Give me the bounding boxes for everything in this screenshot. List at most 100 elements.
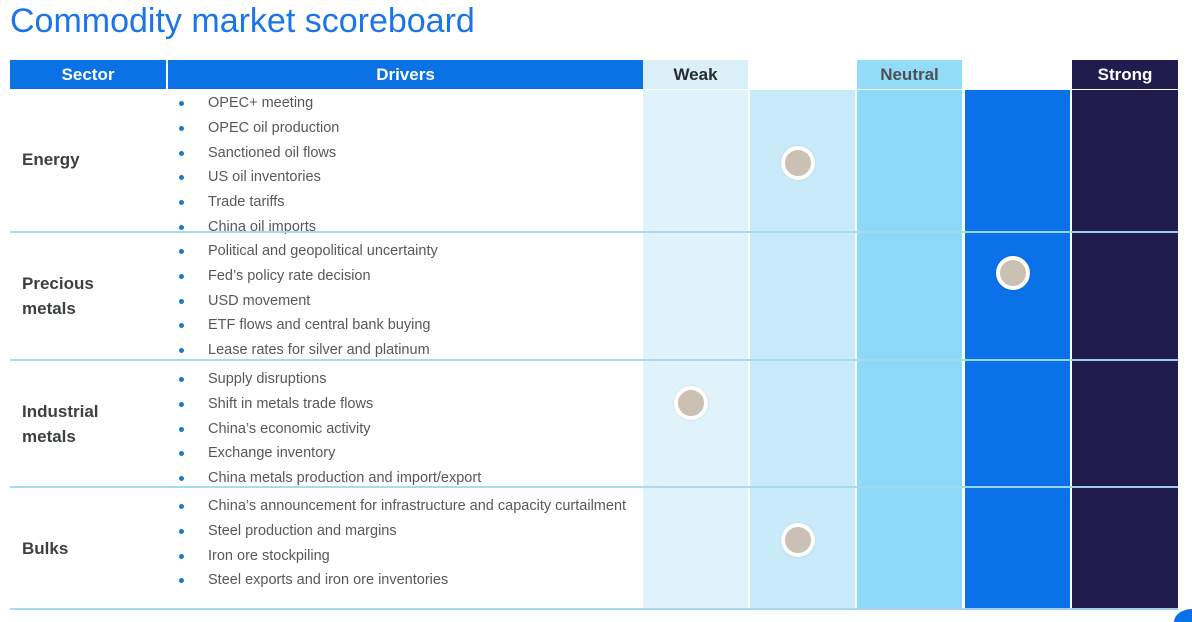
drivers-cell: China’s announcement for infrastructure … <box>168 488 643 608</box>
bullet-icon <box>179 578 184 584</box>
drivers-list: China’s announcement for infrastructure … <box>168 488 643 593</box>
driver-item: USD movement <box>168 289 643 314</box>
sector-cell: Energy <box>10 88 168 231</box>
rating-marker <box>674 386 708 420</box>
driver-text: USD movement <box>208 292 311 309</box>
driver-text: OPEC oil production <box>208 119 340 136</box>
bullet-icon <box>179 553 184 559</box>
sector-label: Precious metals <box>22 274 94 318</box>
scale-column-4 <box>965 90 1070 610</box>
sector-cell: Industrial metals <box>10 361 168 486</box>
driver-item: OPEC oil production <box>168 116 643 141</box>
driver-text: Exchange inventory <box>208 445 336 462</box>
bullet-icon <box>179 348 184 354</box>
driver-text: Supply disruptions <box>208 371 327 387</box>
scale-column-1 <box>643 90 748 610</box>
driver-item: China’s economic activity <box>168 417 643 442</box>
driver-item: Steel exports and iron ore inventories <box>168 568 643 593</box>
header-neutral: Neutral <box>857 60 962 89</box>
table-row-energy: Energy OPEC+ meeting OPEC oil production… <box>10 88 643 235</box>
corner-wedge-decoration <box>1174 609 1192 622</box>
sector-label: Bulks <box>22 538 69 558</box>
driver-text: OPEC+ meeting <box>208 95 314 111</box>
bullet-icon <box>179 426 184 432</box>
bullet-icon <box>179 451 184 457</box>
driver-item: Steel production and margins <box>168 519 643 544</box>
bullet-icon <box>179 150 184 156</box>
bullet-icon <box>179 323 184 329</box>
rating-marker <box>781 146 815 180</box>
rating-marker <box>996 256 1030 290</box>
header-sector: Sector <box>10 60 166 89</box>
sector-cell: Precious metals <box>10 233 168 359</box>
driver-text: Trade tariffs <box>208 194 285 211</box>
driver-text: China metals production and import/expor… <box>208 470 482 487</box>
driver-item: China’s announcement for infrastructure … <box>168 494 643 519</box>
bullet-icon <box>179 504 184 509</box>
drivers-list: Political and geopolitical uncertainty F… <box>168 233 643 363</box>
driver-item: OPEC+ meeting <box>168 91 643 116</box>
bullet-icon <box>179 273 184 279</box>
driver-text: Iron ore stockpiling <box>208 547 330 564</box>
sector-label: Energy <box>22 150 80 169</box>
driver-text: Steel production and margins <box>208 522 397 539</box>
table-row-industrial-metals: Industrial metals Supply disruptions Shi… <box>10 361 643 486</box>
driver-text: Political and geopolitical uncertainty <box>208 243 438 259</box>
driver-text: Sanctioned oil flows <box>208 144 337 161</box>
table-bottom-border <box>10 608 1178 610</box>
driver-item: Political and geopolitical uncertainty <box>168 239 643 264</box>
rating-marker <box>781 523 815 557</box>
table-row-precious-metals: Precious metals Political and geopolitic… <box>10 233 643 359</box>
driver-text: China’s economic activity <box>208 420 371 437</box>
bullet-icon <box>179 401 184 407</box>
header-drivers: Drivers <box>168 60 643 89</box>
driver-item: ETF flows and central bank buying <box>168 313 643 338</box>
driver-item: China metals production and import/expor… <box>168 466 643 491</box>
driver-item: Supply disruptions <box>168 367 643 392</box>
bullet-icon <box>179 249 184 254</box>
driver-text: ETF flows and central bank buying <box>208 317 431 334</box>
driver-text: China oil imports <box>208 218 316 235</box>
scale-column-5 <box>1072 90 1178 610</box>
header-strong: Strong <box>1072 60 1178 89</box>
row-divider <box>10 359 1178 361</box>
bullet-icon <box>179 528 184 534</box>
drivers-cell: OPEC+ meeting OPEC oil production Sancti… <box>168 88 643 235</box>
header-weak: Weak <box>643 60 748 89</box>
driver-text: Fed’s policy rate decision <box>208 267 371 284</box>
sector-label: Industrial metals <box>22 401 99 446</box>
driver-item: Exchange inventory <box>168 441 643 466</box>
bullet-icon <box>179 224 184 230</box>
driver-item: Lease rates for silver and platinum <box>168 338 643 363</box>
driver-text: Lease rates for silver and platinum <box>208 342 430 359</box>
drivers-list: OPEC+ meeting OPEC oil production Sancti… <box>168 88 643 240</box>
driver-item: China oil imports <box>168 215 643 240</box>
bullet-icon <box>179 476 184 482</box>
bullet-icon <box>179 298 184 304</box>
driver-text: Steel exports and iron ore inventories <box>208 572 449 589</box>
page-title: Commodity market scoreboard <box>10 2 475 40</box>
driver-item: US oil inventories <box>168 165 643 190</box>
driver-text: US oil inventories <box>208 169 321 186</box>
driver-item: Iron ore stockpiling <box>168 544 643 569</box>
bullet-icon <box>179 200 184 206</box>
bullet-icon <box>179 125 184 131</box>
driver-item: Shift in metals trade flows <box>168 392 643 417</box>
bullet-icon <box>179 377 184 382</box>
table-row-bulks: Bulks China’s announcement for infrastru… <box>10 488 643 608</box>
drivers-cell: Supply disruptions Shift in metals trade… <box>168 361 643 486</box>
sector-cell: Bulks <box>10 488 168 608</box>
row-divider <box>10 486 1178 488</box>
scale-column-3 <box>857 90 962 610</box>
driver-text: Shift in metals trade flows <box>208 395 374 412</box>
driver-item: Trade tariffs <box>168 190 643 215</box>
drivers-list: Supply disruptions Shift in metals trade… <box>168 361 643 491</box>
driver-item: Fed’s policy rate decision <box>168 264 643 289</box>
bullet-icon <box>179 101 184 106</box>
row-divider <box>10 231 1178 233</box>
drivers-cell: Political and geopolitical uncertainty F… <box>168 233 643 359</box>
bullet-icon <box>179 175 184 181</box>
driver-text: China’s announcement for infrastructure … <box>208 498 627 514</box>
driver-item: Sanctioned oil flows <box>168 141 643 166</box>
